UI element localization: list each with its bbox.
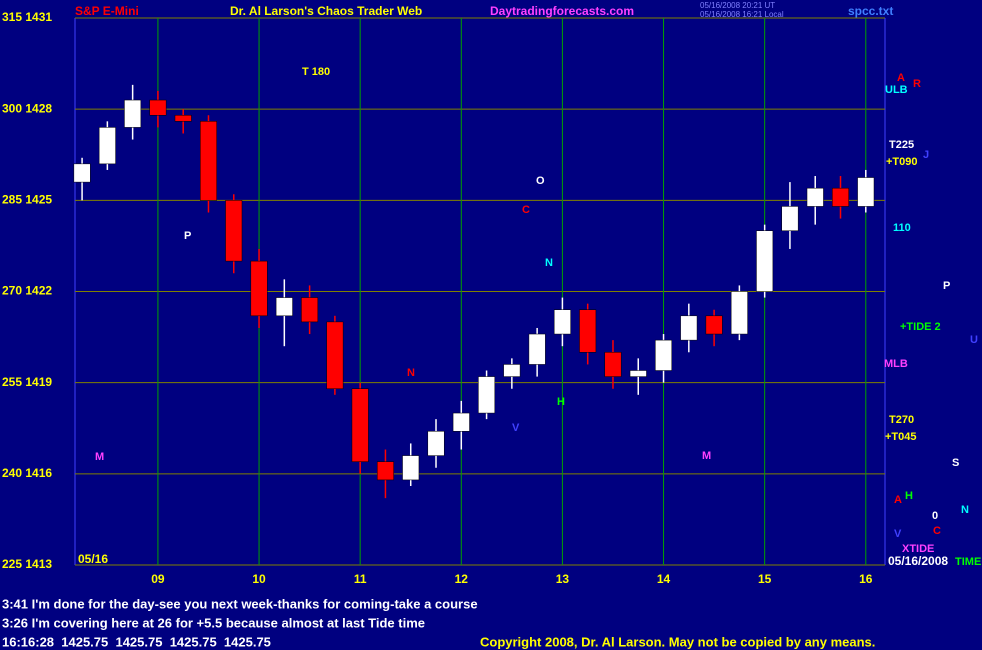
annotation: +T045	[885, 431, 917, 443]
chart-title: Dr. Al Larson's Chaos Trader Web	[230, 4, 422, 18]
annotation: H	[557, 396, 565, 408]
candle-body	[756, 230, 774, 292]
y-tick-label: 285 1425	[2, 193, 52, 207]
candle-body	[326, 321, 344, 389]
candle-body	[73, 163, 91, 183]
annotation: C	[933, 525, 941, 537]
x-tick-label: 11	[354, 572, 367, 586]
annotation: +TIDE 2	[900, 321, 941, 333]
candle-body	[528, 333, 546, 365]
annotation: P	[184, 230, 191, 242]
annotation: TIME	[955, 556, 981, 568]
message: 3:41 I'm done for the day-see you next w…	[2, 596, 478, 611]
annotation: A	[894, 494, 902, 506]
symbol: S&P E-Mini	[75, 4, 139, 18]
candle-body	[376, 461, 394, 481]
annotation: P	[943, 280, 950, 292]
candle-body	[857, 177, 875, 207]
candle-body	[301, 297, 319, 323]
candle-body	[351, 388, 369, 462]
candle-body	[124, 99, 142, 128]
candle-body	[655, 339, 673, 371]
candle-body	[579, 309, 597, 353]
candle-body	[806, 187, 824, 207]
date-right: 05/16/2008	[888, 554, 948, 568]
annotation: C	[522, 204, 530, 216]
candle-body	[478, 376, 496, 414]
annotation: V	[894, 528, 902, 540]
candle-body	[553, 309, 571, 335]
annotation: T270	[889, 414, 914, 426]
y-tick-label: 315 1431	[2, 10, 52, 24]
file-name: spcc.txt	[848, 4, 893, 18]
y-tick-label: 300 1428	[2, 101, 52, 115]
candle-body	[275, 297, 293, 317]
annotation: N	[961, 504, 969, 516]
candle-body	[402, 455, 420, 481]
x-tick-label: 10	[252, 572, 266, 586]
site: Daytradingforecasts.com	[490, 4, 634, 18]
candle-body	[629, 370, 647, 377]
candle-body	[149, 99, 167, 116]
x-tick-label: 15	[758, 572, 772, 586]
copyright: Copyright 2008, Dr. Al Larson. May not b…	[480, 634, 875, 649]
annotation: N	[545, 257, 553, 269]
y-tick-label: 225 1413	[2, 557, 52, 571]
annotation: +T090	[886, 156, 918, 168]
candle-body	[604, 352, 622, 377]
candle-body	[730, 291, 748, 335]
x-tick-label: 09	[151, 572, 165, 586]
annotation: MLB	[884, 358, 908, 370]
candle-body	[503, 364, 521, 377]
annotation: M	[95, 451, 104, 463]
candle-body	[832, 187, 849, 207]
candle-body	[98, 127, 116, 165]
candle-body	[705, 315, 723, 335]
annotation: 110	[893, 222, 911, 234]
annotation: M	[702, 450, 711, 462]
timestamp: 05/16/2008 16:21 Local	[700, 10, 784, 19]
annotation: J	[923, 149, 929, 161]
x-tick-label: 14	[657, 572, 671, 586]
annotation: U	[970, 334, 978, 346]
annotation: O	[536, 175, 545, 187]
message: 3:26 I'm covering here at 26 for +5.5 be…	[2, 615, 425, 630]
annotation: ULB	[885, 84, 908, 96]
annotation: XTIDE	[902, 543, 934, 555]
annotation: T 180	[302, 66, 330, 78]
quote: 16:16:28 1425.75 1425.75 1425.75 1425.75	[2, 634, 271, 649]
annotation: H	[905, 490, 913, 502]
candle-body	[781, 206, 799, 231]
candle-body	[452, 412, 470, 432]
x-tick-label: 13	[556, 572, 570, 586]
y-tick-label: 270 1422	[2, 284, 52, 298]
annotation: R	[913, 78, 921, 90]
y-tick-label: 255 1419	[2, 375, 52, 389]
date-left: 05/16	[78, 552, 108, 566]
candle-body	[200, 121, 217, 201]
candle-body	[174, 114, 192, 122]
x-tick-label: 16	[859, 572, 873, 586]
annotation: T225	[889, 139, 914, 151]
timestamp: 05/16/2008 20:21 UT	[700, 1, 775, 10]
annotation: S	[952, 457, 959, 469]
candle-body	[427, 431, 445, 456]
annotation: A	[897, 72, 905, 84]
candle-body	[680, 315, 698, 341]
annotation: V	[512, 422, 520, 434]
y-tick-label: 240 1416	[2, 466, 52, 480]
annotation: N	[407, 367, 415, 379]
candle-body	[225, 200, 243, 262]
candle-body	[250, 260, 268, 317]
x-tick-label: 12	[455, 572, 469, 586]
annotation: 0	[932, 510, 938, 522]
